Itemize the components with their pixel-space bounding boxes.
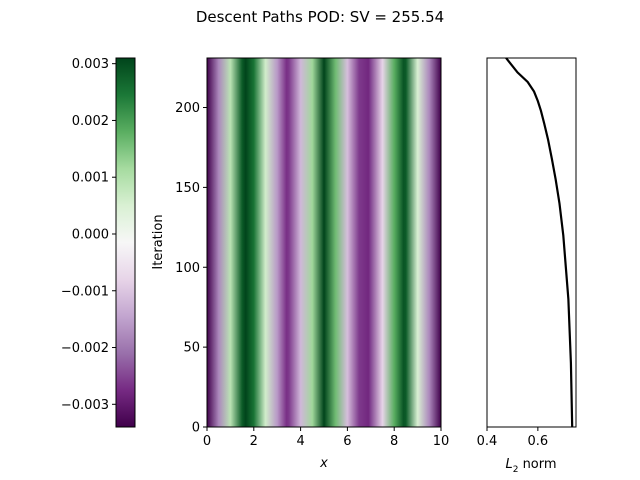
- heatmap-field: [207, 58, 441, 427]
- colorbar-tick-label: −0.003: [61, 398, 109, 413]
- colorbar-ticks: 0.003 0.002 0.001 0.000 −0.001 −0.002 −0.003: [61, 57, 116, 413]
- colorbar-tick-label: −0.002: [61, 341, 109, 356]
- norm-frame: [486, 57, 577, 428]
- colorbar-tick-label: 0.003: [72, 57, 109, 72]
- norm-x-label: L2 norm: [505, 457, 556, 475]
- heatmap-panel: 0 2 4 6 8 10 0 50 100 150 200 x Iteration: [151, 57, 449, 471]
- heatmap-y-tick-label: 150: [175, 181, 200, 196]
- colorbar-tick-label: 0.001: [72, 171, 109, 186]
- colorbar-gradient: [116, 58, 135, 427]
- heatmap-x-ticks: 0 2 4 6 8 10: [203, 427, 449, 449]
- colorbar: 0.003 0.002 0.001 0.000 −0.001 −0.002 −0.003: [61, 57, 136, 428]
- colorbar-tick-label: 0.002: [72, 114, 109, 129]
- norm-x-tick-label: 0.4: [477, 434, 498, 449]
- heatmap-x-label: x: [319, 456, 328, 471]
- heatmap-y-tick-label: 100: [175, 261, 200, 276]
- heatmap-x-tick-label: 10: [433, 434, 450, 449]
- norm-x-ticks: 0.4 0.6: [477, 427, 549, 449]
- colorbar-tick-label: −0.001: [61, 284, 109, 299]
- norm-panel: 0.4 0.6 L2 norm: [477, 57, 577, 475]
- heatmap-y-tick-label: 0: [192, 421, 200, 436]
- heatmap-x-tick-label: 4: [296, 434, 304, 449]
- heatmap-x-tick-label: 2: [250, 434, 258, 449]
- norm-x-tick-label: 0.6: [528, 434, 549, 449]
- heatmap-y-tick-label: 50: [183, 341, 200, 356]
- figure-title: Descent Paths POD: SV = 255.54: [196, 8, 444, 26]
- heatmap-frame: [206, 57, 442, 428]
- heatmap-x-tick-label: 8: [390, 434, 398, 449]
- heatmap-y-ticks: 0 50 100 150 200: [175, 101, 207, 436]
- heatmap-x-tick-label: 0: [203, 434, 211, 449]
- heatmap-x-tick-label: 6: [343, 434, 351, 449]
- norm-series-line: [505, 57, 574, 428]
- heatmap-y-tick-label: 200: [175, 101, 200, 116]
- colorbar-frame: [115, 57, 136, 428]
- colorbar-tick-label: 0.000: [72, 227, 109, 242]
- heatmap-y-label: Iteration: [151, 214, 166, 269]
